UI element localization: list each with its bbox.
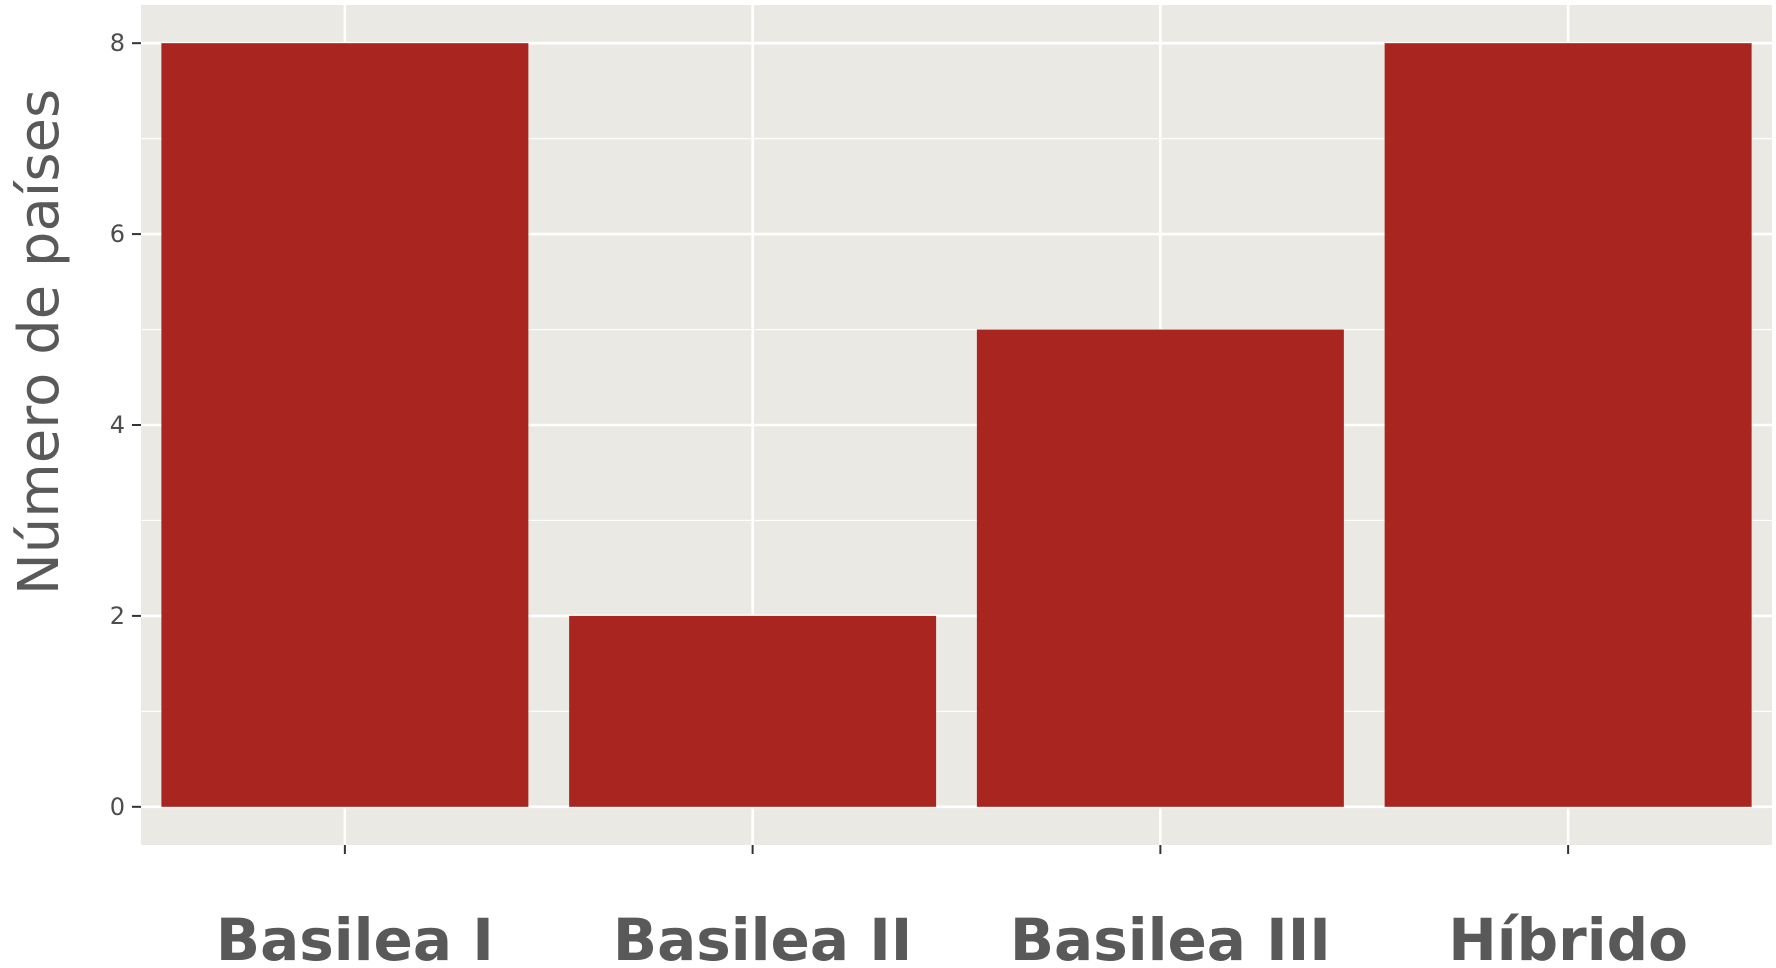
x-tick-label: Basilea II (613, 906, 912, 968)
x-tick-label: Híbrido (1448, 906, 1688, 968)
y-tick-label: 6 (110, 220, 125, 248)
y-axis: 0 2 4 6 8 (110, 29, 141, 821)
bar (976, 329, 1344, 807)
x-tick-label: Basilea I (216, 906, 494, 968)
bar (161, 43, 529, 807)
y-tick-label: 2 (110, 602, 125, 630)
bar (569, 615, 937, 807)
x-axis: Basilea I Basilea II Basilea III Híbrido (216, 845, 1688, 968)
y-tick-label: 4 (110, 411, 125, 439)
bars (161, 43, 1752, 807)
x-tick-label: Basilea III (1010, 906, 1331, 968)
y-axis-title: Número de países (7, 89, 72, 595)
y-tick-label: 0 (110, 793, 125, 821)
y-tick-label: 8 (110, 29, 125, 57)
bar (1384, 43, 1752, 807)
